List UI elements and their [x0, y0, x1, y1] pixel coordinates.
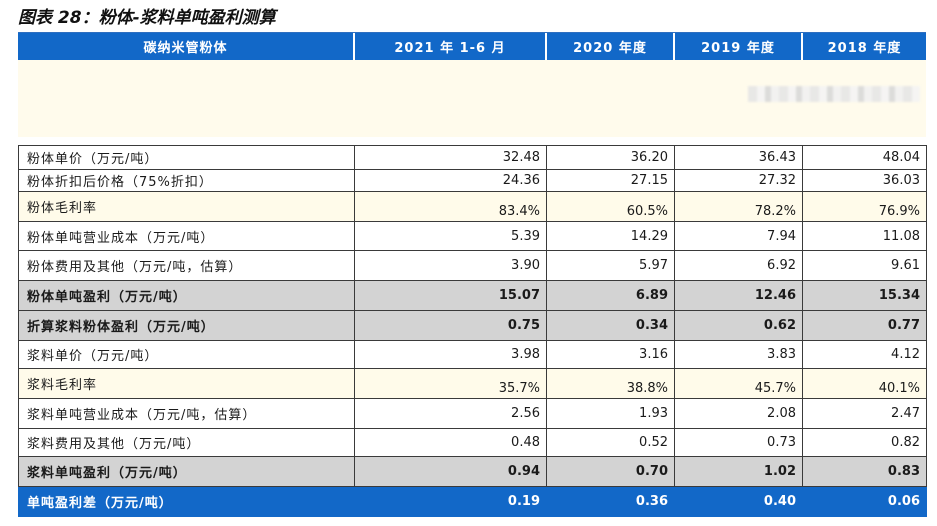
table-cell: 76.9% [802, 191, 927, 222]
table-cell: 83.4% [354, 191, 547, 222]
row-label: 浆料单吨盈利（万元/吨） [18, 456, 355, 487]
table-cell: 14.29 [546, 221, 675, 251]
table-cell: 0.83 [802, 456, 927, 487]
table-cell: 11.08 [802, 221, 927, 251]
table-cell: 12.46 [674, 280, 803, 311]
column-header-2018: 2018 年度 [802, 33, 926, 60]
table-cell: 3.90 [354, 250, 547, 281]
table-cell: 0.40 [674, 486, 803, 517]
figure-title: 图表 28：粉体-浆料单吨盈利测算 [18, 8, 276, 28]
table-cell: 0.52 [546, 428, 675, 457]
table-cell: 9.61 [802, 250, 927, 281]
table-cell: 38.8% [546, 368, 675, 399]
row-label: 粉体折扣后价格（75%折扣） [18, 169, 355, 192]
table-cell: 27.15 [546, 169, 675, 192]
table-row: 浆料单价（万元/吨） 3.98 3.16 3.83 4.12 [18, 340, 927, 369]
table-cell: 0.48 [354, 428, 547, 457]
table-cell: 0.73 [674, 428, 803, 457]
table-cell: 35.7% [354, 368, 547, 399]
column-header-item: 碳纳米管粉体 [18, 33, 355, 60]
table-cell: 40.1% [802, 368, 927, 399]
table-cell: 3.83 [674, 340, 803, 369]
row-label: 浆料毛利率 [18, 368, 355, 399]
column-header-2019: 2019 年度 [674, 33, 803, 60]
column-header-2020: 2020 年度 [546, 33, 675, 60]
table-row: 粉体单吨盈利（万元/吨） 15.07 6.89 12.46 15.34 [18, 280, 927, 311]
table-cell: 0.34 [546, 310, 675, 341]
table-row: 折算浆料粉体盈利（万元/吨） 0.75 0.34 0.62 0.77 [18, 310, 927, 341]
table-cell: 45.7% [674, 368, 803, 399]
table-cell: 0.62 [674, 310, 803, 341]
table-row: 粉体单吨营业成本（万元/吨） 5.39 14.29 7.94 11.08 [18, 221, 927, 251]
table-row: 浆料费用及其他（万元/吨） 0.48 0.52 0.73 0.82 [18, 428, 927, 457]
table-cell: 0.77 [802, 310, 927, 341]
column-header-2021h1: 2021 年 1-6 月 [354, 33, 547, 60]
table-cell: 4.12 [802, 340, 927, 369]
table-row: 浆料毛利率 35.7% 38.8% 45.7% 40.1% [18, 368, 927, 399]
table-cell: 5.39 [354, 221, 547, 251]
table-cell: 48.04 [802, 145, 927, 170]
table-cell: 1.93 [546, 398, 675, 429]
table-cell: 78.2% [674, 191, 803, 222]
row-label: 粉体单吨盈利（万元/吨） [18, 280, 355, 311]
table-cell: 0.19 [354, 486, 547, 517]
table-cell: 15.07 [354, 280, 547, 311]
table-cell: 0.94 [354, 456, 547, 487]
table-row: 粉体折扣后价格（75%折扣） 24.36 27.15 27.32 36.03 [18, 169, 927, 192]
row-label: 折算浆料粉体盈利（万元/吨） [18, 310, 355, 341]
table-cell: 32.48 [354, 145, 547, 170]
row-label: 粉体费用及其他（万元/吨，估算） [18, 250, 355, 281]
row-label: 浆料单吨营业成本（万元/吨，估算） [18, 398, 355, 429]
table-cell: 0.70 [546, 456, 675, 487]
table-cell: 36.43 [674, 145, 803, 170]
table-cell: 7.94 [674, 221, 803, 251]
table-cell: 0.36 [546, 486, 675, 517]
table-cell: 24.36 [354, 169, 547, 192]
table-row: 粉体单价（万元/吨） 32.48 36.20 36.43 48.04 [18, 145, 927, 170]
row-label: 单吨盈利差（万元/吨） [18, 486, 355, 517]
table-row: 单吨盈利差（万元/吨） 0.19 0.36 0.40 0.06 [18, 486, 927, 517]
row-label: 粉体单价（万元/吨） [18, 145, 355, 170]
table-cell: 2.47 [802, 398, 927, 429]
table-cell: 36.20 [546, 145, 675, 170]
table-cell: 0.06 [802, 486, 927, 517]
table-cell: 36.03 [802, 169, 927, 192]
profit-table: 粉体单价（万元/吨） 32.48 36.20 36.43 48.04 粉体折扣后价格（75… [18, 145, 927, 517]
table-cell: 60.5% [546, 191, 675, 222]
table-cell: 0.82 [802, 428, 927, 457]
title-divider [18, 32, 926, 33]
table-cell: 6.89 [546, 280, 675, 311]
table-cell: 1.02 [674, 456, 803, 487]
table-cell: 2.56 [354, 398, 547, 429]
table-cell: 0.75 [354, 310, 547, 341]
blurred-watermark [748, 86, 920, 102]
row-label: 粉体毛利率 [18, 191, 355, 222]
table-cell: 3.98 [354, 340, 547, 369]
table-row: 粉体毛利率 83.4% 60.5% 78.2% 76.9% [18, 191, 927, 222]
row-label: 浆料单价（万元/吨） [18, 340, 355, 369]
table-cell: 5.97 [546, 250, 675, 281]
table-cell: 3.16 [546, 340, 675, 369]
table-row: 浆料单吨盈利（万元/吨） 0.94 0.70 1.02 0.83 [18, 456, 927, 487]
table-cell: 6.92 [674, 250, 803, 281]
table-cell: 2.08 [674, 398, 803, 429]
table-row: 粉体费用及其他（万元/吨，估算） 3.90 5.97 6.92 9.61 [18, 250, 927, 281]
row-label: 浆料费用及其他（万元/吨） [18, 428, 355, 457]
header-table: 碳纳米管粉体 2021 年 1-6 月 2020 年度 2019 年度 2018… [18, 33, 926, 60]
table-row: 浆料单吨营业成本（万元/吨，估算） 2.56 1.93 2.08 2.47 [18, 398, 927, 429]
table-cell: 15.34 [802, 280, 927, 311]
header-row: 碳纳米管粉体 2021 年 1-6 月 2020 年度 2019 年度 2018… [18, 33, 926, 60]
row-label: 粉体单吨营业成本（万元/吨） [18, 221, 355, 251]
table-cell: 27.32 [674, 169, 803, 192]
